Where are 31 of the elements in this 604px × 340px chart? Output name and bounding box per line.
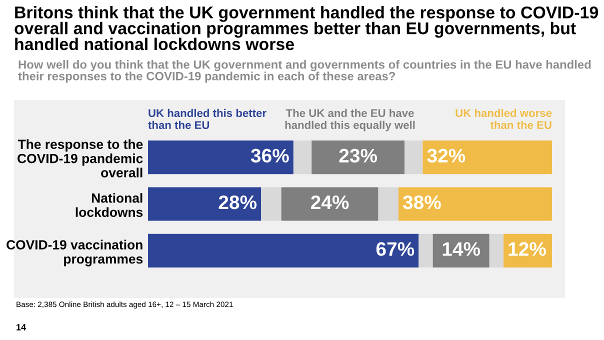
bar — [148, 140, 294, 174]
bar — [281, 187, 378, 221]
bar — [148, 234, 419, 268]
bar — [398, 187, 552, 221]
data-label: 12% — [508, 242, 546, 256]
bar — [422, 140, 552, 174]
data-label: 14% — [442, 242, 480, 256]
data-label: 28% — [218, 195, 257, 210]
data-label: 32% — [427, 148, 466, 163]
bar — [378, 187, 398, 221]
data-label: 24% — [311, 195, 349, 210]
chart-title: Britons think that the UK government handled the response to COVID-19 overall and vaccination programmes better than EU governments, but handled national lockdowns worse — [14, 6, 598, 50]
bar — [489, 234, 504, 268]
data-label: 67% — [376, 242, 414, 256]
series-label: UK handled this better than the EU — [148, 108, 266, 130]
data-label: 23% — [339, 148, 378, 163]
bar — [404, 140, 423, 174]
bar — [261, 187, 282, 221]
y-tick-label: The response to the COVID-19 pandemic overall — [18, 139, 143, 178]
bar — [312, 140, 405, 174]
text: 14 — [16, 324, 26, 330]
bar — [148, 187, 262, 221]
data-label: 38% — [402, 195, 441, 210]
y-tick-label: COVID-19 vaccination programmes — [6, 240, 143, 266]
bar — [418, 234, 433, 268]
data-label: 36% — [250, 148, 289, 163]
series-label: UK handled worse than the EU — [456, 108, 552, 130]
y-tick-label: National lockdowns — [76, 193, 143, 217]
series-label: The UK and the EU have handled this equally well — [285, 108, 415, 132]
chart-subtitle: How well do you think that the UK government and governments of countries in the EU have handled their responses to the COVID-19 pandemic in each of these areas? — [18, 60, 591, 83]
bar — [293, 140, 312, 174]
